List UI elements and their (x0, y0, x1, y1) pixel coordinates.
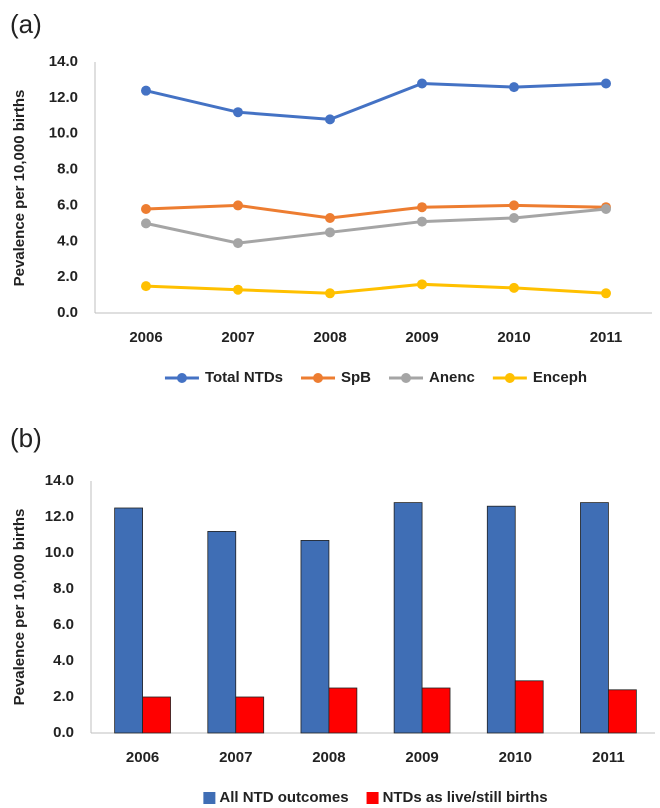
legend-swatch (203, 792, 216, 804)
y-tick-label: 2.0 (53, 688, 74, 705)
legend-label: NTDs as live/still births (383, 789, 548, 806)
point (141, 85, 151, 96)
legend-label: Total NTDs (205, 369, 283, 386)
y-tick-label: 2.0 (57, 268, 78, 285)
legend-marker (504, 373, 515, 383)
point (417, 279, 427, 290)
y-tick-label: 0.0 (57, 304, 78, 321)
point (509, 200, 519, 211)
x-tick-label: 2006 (126, 749, 159, 766)
x-tick-label: 2010 (499, 749, 532, 766)
y-tick-label: 12.0 (45, 508, 74, 525)
x-tick-label: 2009 (405, 749, 438, 766)
legend-marker (313, 373, 324, 383)
y-tick-label: 4.0 (57, 232, 78, 249)
bar (608, 689, 637, 734)
point (601, 288, 611, 299)
legend-label: Anenc (429, 369, 475, 386)
x-tick-label: 2011 (592, 749, 625, 766)
legend-label: Enceph (533, 369, 587, 386)
x-tick-label: 2007 (219, 749, 252, 766)
x-tick-label: 2009 (405, 329, 438, 346)
y-tick-label: 14.0 (49, 53, 78, 70)
x-tick-label: 2011 (590, 329, 623, 346)
legend: All NTD outcomes NTDs as live/still birth… (203, 789, 548, 806)
x-tick-label: 2008 (312, 749, 345, 766)
point (233, 238, 243, 249)
legend-swatch (366, 792, 379, 804)
y-tick-label: 4.0 (53, 652, 74, 669)
point (141, 281, 151, 292)
panel-label: (a) (10, 9, 42, 39)
point (233, 200, 243, 211)
legend: Total NTDs SpB Anenc Enceph (164, 369, 587, 386)
bar (514, 680, 544, 734)
y-axis-label: Pevalence per 10,000 births (11, 90, 28, 287)
panel-label: (b) (10, 423, 42, 453)
point (233, 284, 243, 295)
y-tick-label: 8.0 (57, 161, 78, 178)
series-line (145, 203, 607, 220)
x-tick-label: 2007 (221, 329, 254, 346)
y-tick-label: 6.0 (53, 616, 74, 633)
y-tick-label: 14.0 (45, 472, 74, 489)
y-tick-label: 0.0 (53, 724, 74, 741)
bar (580, 502, 609, 734)
point (509, 82, 519, 93)
point (325, 114, 335, 125)
y-tick-label: 12.0 (49, 89, 78, 106)
point (601, 204, 611, 215)
bar (328, 687, 358, 734)
bar (393, 502, 423, 734)
bar (300, 540, 330, 734)
legend-marker (176, 373, 187, 383)
bar (235, 696, 265, 734)
y-axis-label: Pevalence per 10,000 births (11, 509, 28, 706)
point (601, 78, 611, 89)
bar (142, 696, 171, 734)
point (141, 218, 151, 229)
series-line (145, 207, 607, 245)
y-tick-label: 6.0 (57, 196, 78, 213)
point (141, 204, 151, 215)
bar (207, 531, 237, 734)
bar (114, 507, 143, 734)
legend-label: SpB (341, 369, 371, 386)
point (325, 288, 335, 299)
x-tick-label: 2006 (129, 329, 162, 346)
series-line (145, 282, 607, 295)
bar (421, 687, 451, 734)
bar (486, 505, 516, 734)
point (509, 282, 519, 293)
series-line (145, 82, 607, 121)
legend-label: All NTD outcomes (219, 789, 348, 806)
point (233, 107, 243, 118)
point (325, 227, 335, 238)
x-tick-label: 2010 (497, 329, 530, 346)
point (417, 202, 427, 213)
point (417, 216, 427, 227)
y-tick-label: 8.0 (53, 580, 74, 597)
point (417, 78, 427, 89)
y-tick-label: 10.0 (49, 125, 78, 142)
point (509, 212, 519, 223)
legend-marker (401, 373, 412, 383)
x-tick-label: 2008 (313, 329, 346, 346)
point (325, 212, 335, 223)
y-tick-label: 10.0 (45, 544, 74, 561)
